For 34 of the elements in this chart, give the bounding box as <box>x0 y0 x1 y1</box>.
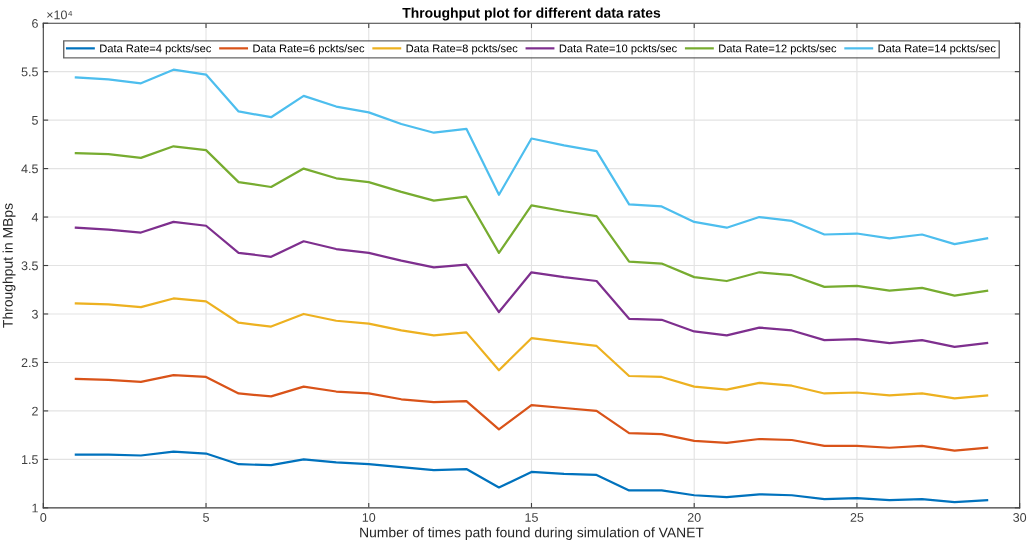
line-series <box>74 450 989 504</box>
legend-label: Data Rate=10 pckts/sec <box>559 44 677 55</box>
x-tick-label: 25 <box>850 513 864 522</box>
x-tick-label: 0 <box>40 513 47 522</box>
text: ×10⁴ <box>47 10 73 20</box>
y-tick-label: 1 <box>32 503 38 513</box>
y-tick-label: 5.5 <box>21 67 38 77</box>
x-tick-label: 10 <box>362 513 376 522</box>
y-tick-label: 5 <box>31 116 38 125</box>
line-series <box>74 68 989 246</box>
line-series <box>74 297 989 400</box>
line-series <box>74 220 989 349</box>
y-tick-label: 6 <box>32 18 38 28</box>
line-series <box>74 373 989 452</box>
x-tick-label: 15 <box>525 513 538 522</box>
y-tick-label: 1.5 <box>22 455 38 465</box>
x-tick-label: 5 <box>203 513 209 522</box>
legend-label: Data Rate=6 pckts/sec <box>253 44 365 55</box>
y-tick-label: 4 <box>31 212 39 222</box>
y-tick-label: 3 <box>31 309 38 319</box>
y-tick-label: 2.5 <box>21 358 38 368</box>
x-tick-label: 30 <box>1013 513 1027 522</box>
y-tick-label: 3.5 <box>21 261 38 271</box>
y-tick-label: 2 <box>32 406 38 416</box>
x-tick-label: 20 <box>687 513 701 522</box>
legend-label: Data Rate=4 pckts/sec <box>100 44 212 55</box>
y-tick-label: 4.5 <box>21 164 38 174</box>
legend-label: Data Rate=14 pckts/sec <box>878 44 996 55</box>
legend-label: Data Rate=8 pckts/sec <box>406 44 518 55</box>
x-axis-title: Number of times path found during simulation of VANET <box>360 527 704 541</box>
line-series <box>74 145 989 297</box>
legend-label: Data Rate=12 pckts/sec <box>719 44 837 55</box>
y-axis-title: Throughput in MBps <box>2 203 16 328</box>
chart-title: Throughput plot for different data rates <box>402 7 661 21</box>
